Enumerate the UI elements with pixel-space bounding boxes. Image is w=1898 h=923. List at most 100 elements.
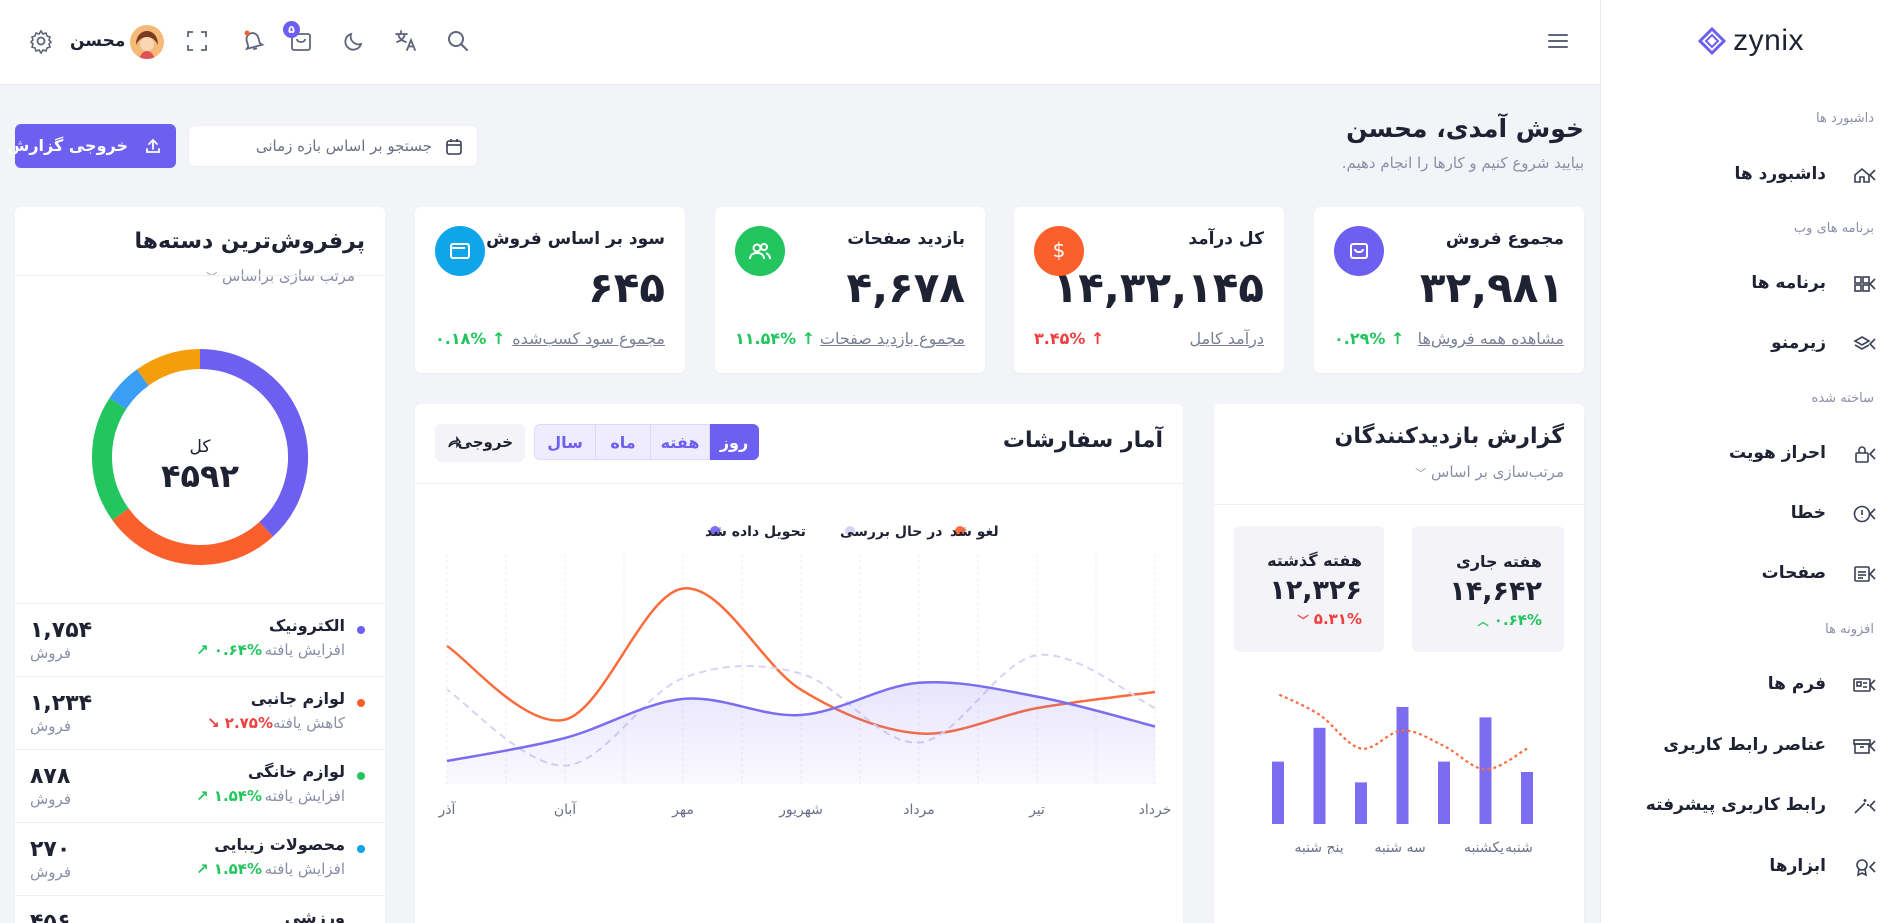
visitor-bar (1272, 761, 1284, 824)
orders-stats-card: آمار سفارشات خروجی لغو شد در حال بررسی تحو… (415, 404, 1183, 923)
dark-mode-icon[interactable] (341, 28, 367, 54)
legend-label: لغو شد (950, 524, 999, 540)
menu-toggle-icon[interactable] (1545, 28, 1571, 54)
sidebar-item-label: خطا (1790, 503, 1826, 523)
visitor-trend-line (1277, 693, 1528, 771)
categories-sort-dropdown[interactable]: مرتب سازی براساس ﹀ (206, 267, 355, 285)
divider (415, 483, 1183, 484)
arrow-up-icon: ︿ (1477, 615, 1489, 628)
category-dot (357, 626, 365, 634)
svg-text:$: $ (1053, 238, 1066, 262)
stat-link[interactable]: مجموع سود کسب‌شده (512, 329, 665, 348)
chevron-left-icon (1868, 861, 1876, 873)
sidebar-item-label: صفحات (1761, 563, 1826, 583)
notification-bell-icon[interactable] (240, 28, 266, 54)
sidebar-item[interactable]: احراز هویت (1600, 434, 1898, 474)
cart-icon[interactable] (288, 28, 314, 54)
sidebar-item[interactable]: داشبورد ها (1600, 155, 1898, 195)
chevron-left-icon (1868, 169, 1876, 181)
date-range-input[interactable]: جستجو بر اساس بازه زمانی (188, 125, 478, 167)
orders-line-chart: لغو شد در حال بررسی تحویل داده شد خرداد تیر م… (438, 524, 1172, 818)
category-status: افزایش یافته (264, 860, 345, 878)
sidebar-item[interactable]: فرم ها (1600, 665, 1898, 705)
sidebar-item[interactable]: صفحات (1600, 554, 1898, 594)
legend-marker (845, 526, 855, 536)
export-report-button[interactable]: خروجی گزارش (7, 124, 176, 168)
date-range-placeholder: جستجو بر اساس بازه زمانی (255, 137, 432, 155)
orders-export-button[interactable]: خروجی (435, 424, 525, 462)
orders-tab[interactable]: هفته (650, 424, 710, 460)
visitors-sort-dropdown[interactable]: مرتب‌سازی بر اساس ﹀ (1415, 463, 1564, 481)
stat-value: ۴,۶۷۸ (846, 263, 965, 312)
sidebar-section-title: افزونه ها (1825, 622, 1874, 637)
orders-tab[interactable]: سال (534, 424, 596, 460)
category-pct-value: ۱.۵۴% (213, 787, 262, 805)
category-pct-value: ۲.۷۵% (224, 714, 273, 732)
sidebar-item-label: زیرمنو (1771, 333, 1826, 353)
orders-tab[interactable]: روز (709, 424, 759, 460)
visitors-report-card: گزارش بازدیدکنندگان مرتب‌سازی بر اساس ﹀ … (1214, 404, 1584, 923)
arrow-down-icon: ﹀ (1297, 614, 1309, 627)
x-tick-label: خرداد (1139, 802, 1172, 818)
category-unit: فروش (30, 790, 72, 808)
logo-text: zynix (1733, 24, 1804, 57)
stat-percentage: ↑ ۰.۲۹% (1334, 329, 1405, 348)
category-value: ۱,۷۵۴ (30, 618, 93, 643)
sidebar-item-label: داشبورد ها (1734, 164, 1826, 184)
category-pct: ۰.۶۴% ↗ (196, 641, 262, 659)
sidebar-item[interactable]: رابط کاربری پیشرفته (1600, 786, 1898, 826)
x-tick-label: پنج شنبه (1294, 840, 1343, 854)
top-header: ۵ محسن (0, 0, 1600, 85)
cart-badge: ۵ (283, 21, 300, 38)
stat-title: مجموع فروش (1445, 229, 1564, 249)
previous-week-box: هفته گذشته ۱۲,۳۲۶ ۵.۳۱% ﹀ (1234, 526, 1384, 652)
chevron-left-icon (1868, 448, 1876, 460)
orders-tab[interactable]: ماه (595, 424, 651, 460)
sidebar-item[interactable]: ابزارها (1600, 847, 1898, 887)
orders-export-label: خروجی (457, 433, 513, 451)
wallet-icon (450, 243, 470, 259)
stat-link[interactable]: درآمد کامل (1189, 329, 1264, 348)
translate-icon[interactable] (393, 28, 419, 54)
sidebar-item[interactable]: زیرمنو (1600, 324, 1898, 364)
current-week-value: ۱۴,۶۴۲ (1449, 576, 1542, 607)
chevron-left-icon (1868, 278, 1876, 290)
page-subtitle: بیایید شروع کنیم و کارها را انجام دهیم. (1341, 154, 1584, 172)
visitor-bar (1438, 761, 1450, 824)
x-tick-label: یکشنبه (1464, 840, 1504, 854)
sidebar-item-label: رابط کاربری پیشرفته (1645, 795, 1826, 815)
search-icon[interactable] (445, 28, 471, 54)
stat-icon-circle (1334, 226, 1384, 276)
category-pct: ۱.۵۴% ↗ (196, 787, 262, 805)
fullscreen-icon[interactable] (184, 28, 210, 54)
x-tick-label: آذر (438, 801, 457, 818)
legend-label: تحویل داده شد (705, 524, 806, 540)
user-name[interactable]: محسن (70, 31, 126, 51)
stat-link[interactable]: مشاهده همه فروش‌ها (1417, 329, 1564, 348)
bag-icon (1350, 243, 1368, 259)
categories-title: پرفروش‌ترین دسته‌ها (134, 229, 366, 254)
category-unit: فروش (30, 863, 72, 881)
category-dot (357, 772, 365, 780)
sidebar-item[interactable]: عناصر رابط کاربری (1600, 726, 1898, 766)
avatar[interactable] (130, 25, 164, 59)
sidebar-item[interactable]: خطا (1600, 494, 1898, 534)
sidebar-item-label: عناصر رابط کاربری (1663, 735, 1826, 755)
category-value: ۲۷۰ (30, 837, 71, 862)
sidebar-item[interactable]: برنامه ها (1600, 264, 1898, 304)
calendar-icon (446, 139, 462, 155)
legend-marker (710, 526, 720, 536)
current-week-pct-value: ۰.۶۴% (1493, 611, 1542, 629)
stat-title: سود بر اساس فروش (486, 229, 665, 249)
stat-title: بازدید صفحات (847, 229, 965, 249)
category-pct: ۲.۷۵% ↘ (207, 714, 273, 732)
stat-link[interactable]: مجموع بازدید صفحات (819, 329, 965, 348)
category-name: ورزشی (284, 908, 345, 923)
visitors-title: گزارش بازدیدکنندگان (1334, 424, 1564, 449)
logo[interactable]: zynix (1697, 24, 1804, 58)
settings-gear-icon[interactable] (28, 28, 54, 54)
page-title: خوش آمدی، محسن (1346, 114, 1584, 143)
chevron-left-icon (1868, 508, 1876, 520)
x-tick-label: شهریور (778, 802, 823, 818)
stat-title: کل درآمد (1188, 229, 1264, 249)
